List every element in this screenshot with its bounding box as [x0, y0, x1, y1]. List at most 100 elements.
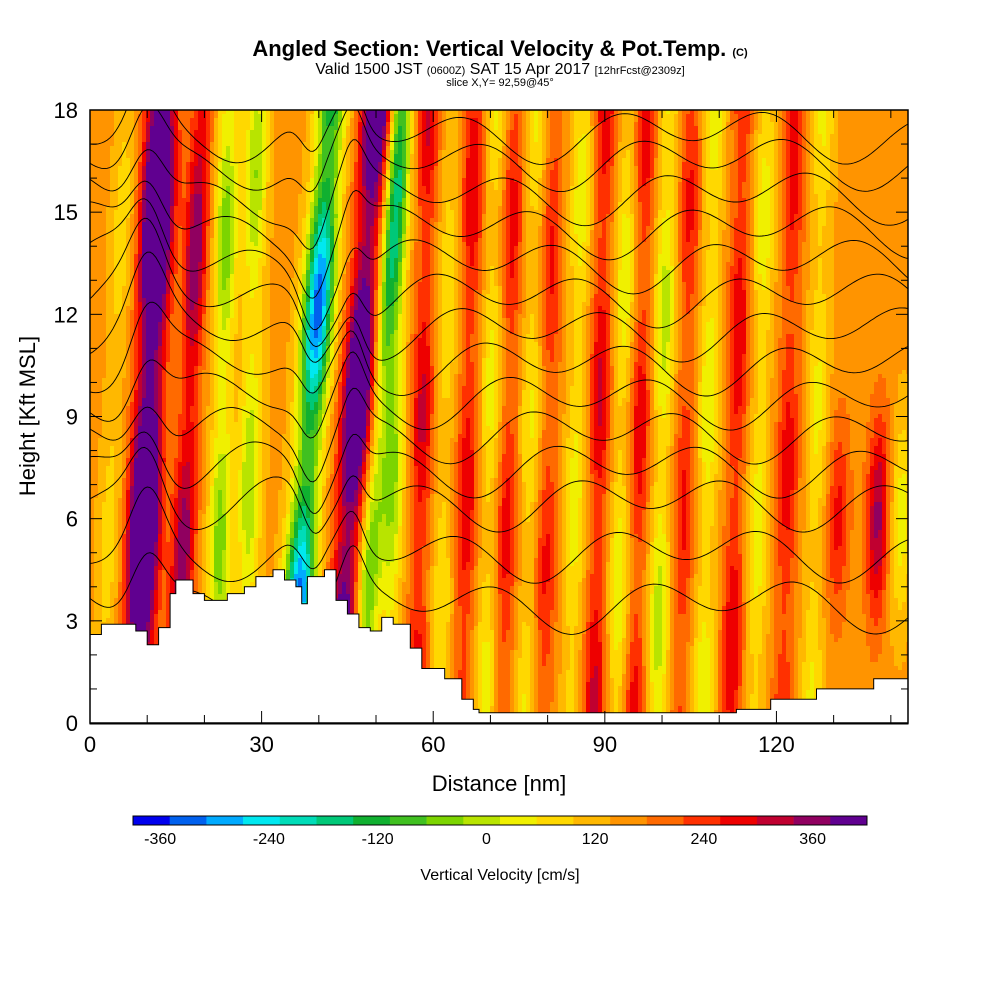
velocity-cell	[254, 122, 259, 127]
velocity-cell	[102, 122, 107, 127]
velocity-cell	[150, 114, 155, 119]
velocity-cell	[878, 118, 883, 123]
velocity-cell	[318, 118, 323, 123]
velocity-cell	[534, 126, 539, 131]
velocity-cell	[578, 134, 583, 139]
velocity-cell	[818, 130, 823, 135]
velocity-cell	[486, 114, 491, 119]
velocity-cell	[570, 114, 575, 119]
velocity-cell	[294, 122, 299, 127]
velocity-cell	[250, 138, 255, 143]
velocity-cell	[610, 118, 615, 123]
velocity-cell	[514, 130, 519, 135]
velocity-cell	[530, 118, 535, 123]
velocity-cell	[318, 130, 323, 135]
velocity-cell	[470, 130, 475, 135]
velocity-cell	[806, 126, 811, 131]
velocity-cell	[870, 134, 875, 139]
velocity-cell	[186, 138, 191, 143]
velocity-cell	[562, 134, 567, 139]
velocity-cell	[802, 130, 807, 135]
velocity-cell	[810, 118, 815, 123]
velocity-cell	[126, 122, 131, 127]
velocity-cell	[446, 130, 451, 135]
velocity-cell	[258, 122, 263, 127]
velocity-cell	[622, 114, 627, 119]
velocity-cell	[406, 122, 411, 127]
velocity-cell	[570, 130, 575, 135]
velocity-cell	[766, 122, 771, 127]
velocity-cell	[282, 114, 287, 119]
velocity-cell	[494, 118, 499, 123]
velocity-cell	[98, 118, 103, 123]
velocity-cell	[406, 114, 411, 119]
velocity-cell	[862, 130, 867, 135]
velocity-cell	[114, 122, 119, 127]
velocity-cell	[882, 114, 887, 119]
velocity-cell	[446, 114, 451, 119]
velocity-cell	[250, 130, 255, 135]
velocity-cell	[250, 114, 255, 119]
velocity-cell	[338, 130, 343, 135]
velocity-cell	[122, 126, 127, 131]
velocity-cell	[346, 122, 351, 127]
velocity-cell	[118, 130, 123, 135]
velocity-cell	[722, 130, 727, 135]
velocity-cell	[386, 130, 391, 135]
velocity-cell	[130, 118, 135, 123]
velocity-cell	[822, 134, 827, 139]
velocity-cell	[510, 134, 515, 139]
velocity-cell	[478, 126, 483, 131]
velocity-cell	[142, 134, 147, 139]
velocity-cell	[246, 118, 251, 123]
velocity-cell	[582, 114, 587, 119]
velocity-cell	[766, 130, 771, 135]
velocity-cell	[226, 138, 231, 143]
velocity-cell	[874, 126, 879, 131]
velocity-cell	[154, 114, 159, 119]
velocity-cell	[242, 134, 247, 139]
velocity-cell	[666, 126, 671, 131]
velocity-cell	[546, 130, 551, 135]
velocity-cell	[482, 134, 487, 139]
velocity-cell	[198, 134, 203, 139]
velocity-cell	[150, 134, 155, 139]
velocity-cell	[134, 134, 139, 139]
velocity-cell	[94, 122, 99, 127]
velocity-cell	[690, 114, 695, 119]
velocity-cell	[262, 126, 267, 131]
velocity-cell	[310, 126, 315, 131]
velocity-cell	[854, 130, 859, 135]
velocity-cell	[566, 134, 571, 139]
velocity-cell	[422, 122, 427, 127]
velocity-cell	[258, 126, 263, 131]
velocity-cell	[186, 118, 191, 123]
velocity-cell	[686, 118, 691, 123]
velocity-cell	[586, 114, 591, 119]
velocity-cell	[226, 134, 231, 139]
velocity-cell	[870, 130, 875, 135]
velocity-cell	[838, 134, 843, 139]
velocity-cell	[858, 118, 863, 123]
velocity-cell	[610, 130, 615, 135]
velocity-cell	[262, 122, 267, 127]
velocity-cell	[498, 122, 503, 127]
velocity-cell	[322, 126, 327, 131]
velocity-cell	[702, 130, 707, 135]
velocity-cell	[718, 134, 723, 139]
velocity-cell	[110, 126, 115, 131]
velocity-cell	[142, 114, 147, 119]
velocity-cell	[582, 118, 587, 123]
velocity-cell	[526, 122, 531, 127]
velocity-cell	[374, 138, 379, 143]
velocity-cell	[242, 118, 247, 123]
velocity-cell	[686, 122, 691, 127]
velocity-cell	[522, 122, 527, 127]
velocity-cell	[194, 118, 199, 123]
velocity-cell	[254, 138, 259, 143]
velocity-cell	[530, 126, 535, 131]
velocity-cell	[678, 118, 683, 123]
velocity-cell	[646, 126, 651, 131]
velocity-cell	[254, 134, 259, 139]
velocity-cell	[178, 134, 183, 139]
